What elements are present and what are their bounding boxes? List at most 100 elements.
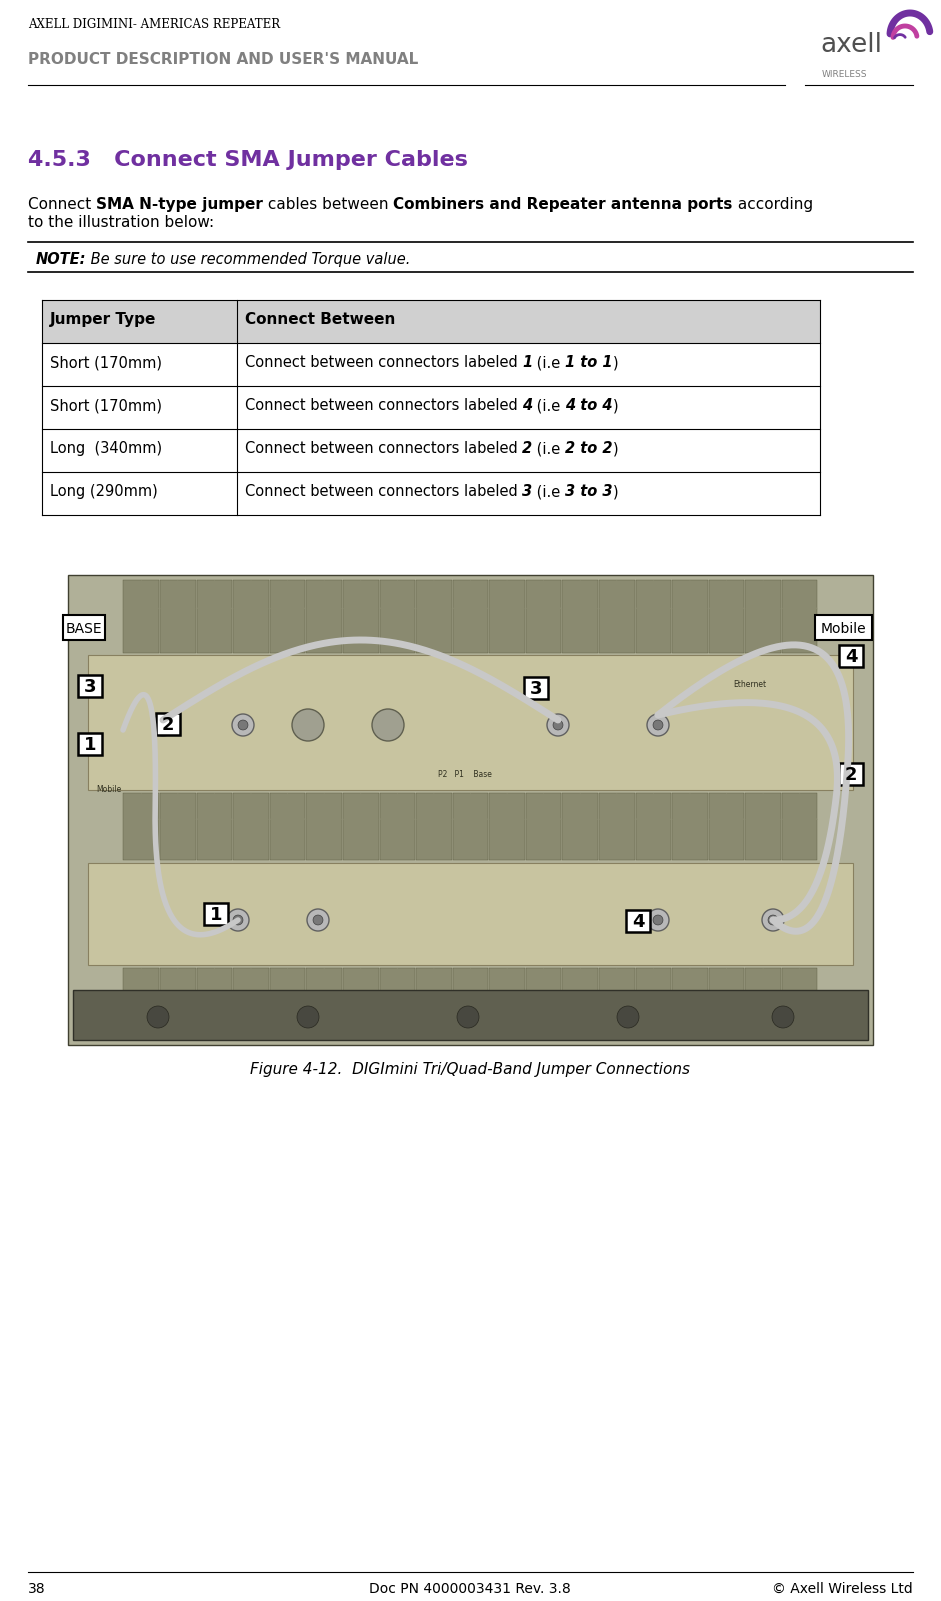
Text: 1: 1 xyxy=(210,906,222,924)
Bar xyxy=(599,580,634,653)
Bar xyxy=(78,676,102,696)
Text: WIRELESS: WIRELESS xyxy=(822,70,868,78)
Text: 3: 3 xyxy=(84,677,96,696)
Polygon shape xyxy=(563,969,598,993)
Circle shape xyxy=(232,714,254,736)
Text: 3: 3 xyxy=(522,484,533,500)
Bar xyxy=(672,969,708,1029)
Circle shape xyxy=(233,916,243,925)
Text: Short (170mm): Short (170mm) xyxy=(50,355,162,370)
Bar xyxy=(123,792,159,860)
Polygon shape xyxy=(453,580,488,610)
Bar xyxy=(416,580,452,653)
Polygon shape xyxy=(233,580,269,610)
Bar xyxy=(453,969,488,1029)
Polygon shape xyxy=(197,792,232,820)
Text: 3: 3 xyxy=(530,680,542,698)
Text: 2: 2 xyxy=(845,765,857,784)
Polygon shape xyxy=(709,792,744,820)
Polygon shape xyxy=(123,969,159,993)
Bar xyxy=(88,655,853,789)
Text: 4: 4 xyxy=(631,913,645,932)
Circle shape xyxy=(457,1005,479,1028)
Polygon shape xyxy=(599,580,634,610)
Text: Combiners and Repeater antenna ports: Combiners and Repeater antenna ports xyxy=(393,197,733,211)
Polygon shape xyxy=(160,792,196,820)
Bar xyxy=(672,792,708,860)
Circle shape xyxy=(238,720,247,730)
Bar xyxy=(379,580,415,653)
Bar xyxy=(563,580,598,653)
Bar xyxy=(233,580,269,653)
Polygon shape xyxy=(307,792,342,820)
Polygon shape xyxy=(489,792,525,820)
Polygon shape xyxy=(123,792,159,820)
Polygon shape xyxy=(307,580,342,610)
Text: Connect Between: Connect Between xyxy=(245,312,395,327)
Bar xyxy=(489,969,525,1029)
Text: Long (290mm): Long (290mm) xyxy=(50,484,158,500)
Polygon shape xyxy=(709,969,744,993)
Polygon shape xyxy=(379,580,415,610)
Bar xyxy=(197,792,232,860)
Circle shape xyxy=(313,916,323,925)
Bar xyxy=(453,580,488,653)
Text: Connect between connectors labeled: Connect between connectors labeled xyxy=(245,484,522,500)
Text: axell: axell xyxy=(820,32,882,58)
Polygon shape xyxy=(270,580,306,610)
Polygon shape xyxy=(343,969,378,993)
Polygon shape xyxy=(635,969,671,993)
Text: NOTE:: NOTE: xyxy=(36,251,87,267)
Bar xyxy=(453,792,488,860)
Polygon shape xyxy=(123,580,159,610)
Text: 2 to 2: 2 to 2 xyxy=(566,440,613,456)
Polygon shape xyxy=(635,580,671,610)
Bar xyxy=(489,580,525,653)
Bar xyxy=(626,909,650,932)
Bar xyxy=(489,792,525,860)
Bar xyxy=(197,969,232,1029)
Polygon shape xyxy=(635,792,671,820)
Text: Mobile: Mobile xyxy=(821,621,867,636)
Text: 2: 2 xyxy=(162,716,174,733)
Text: 2: 2 xyxy=(522,440,533,456)
Bar xyxy=(635,580,671,653)
Bar xyxy=(782,792,818,860)
Text: according: according xyxy=(733,197,813,211)
Polygon shape xyxy=(453,969,488,993)
Bar xyxy=(307,969,342,1029)
Polygon shape xyxy=(307,969,342,993)
Bar xyxy=(270,969,306,1029)
Text: Doc PN 4000003431 Rev. 3.8: Doc PN 4000003431 Rev. 3.8 xyxy=(369,1582,571,1596)
Polygon shape xyxy=(197,969,232,993)
Bar xyxy=(839,645,863,668)
Text: ): ) xyxy=(613,440,618,456)
Bar xyxy=(416,969,452,1029)
Bar xyxy=(73,989,868,1041)
Polygon shape xyxy=(782,580,818,610)
Bar xyxy=(416,792,452,860)
Text: 4 to 4: 4 to 4 xyxy=(566,399,613,413)
Polygon shape xyxy=(489,969,525,993)
Bar xyxy=(745,792,781,860)
Bar xyxy=(63,615,105,640)
Circle shape xyxy=(547,714,569,736)
Bar xyxy=(343,969,378,1029)
Bar xyxy=(233,969,269,1029)
Polygon shape xyxy=(709,580,744,610)
Bar xyxy=(815,615,872,640)
Text: ): ) xyxy=(613,355,618,370)
Text: 3 to 3: 3 to 3 xyxy=(566,484,613,500)
Text: ): ) xyxy=(613,399,618,413)
Polygon shape xyxy=(453,792,488,820)
Bar xyxy=(160,792,196,860)
Circle shape xyxy=(227,909,249,932)
Circle shape xyxy=(762,909,784,932)
Polygon shape xyxy=(489,580,525,610)
Polygon shape xyxy=(526,969,562,993)
Text: Short (170mm): Short (170mm) xyxy=(50,399,162,413)
Bar xyxy=(379,969,415,1029)
Text: BASE: BASE xyxy=(66,621,103,636)
Circle shape xyxy=(647,714,669,736)
Bar xyxy=(123,969,159,1029)
